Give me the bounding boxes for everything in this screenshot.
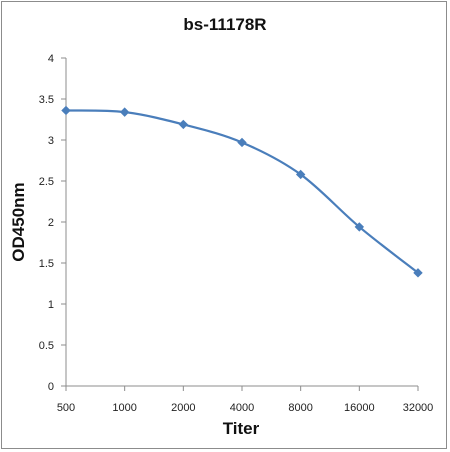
y-tick-label: 0.5 xyxy=(39,340,54,352)
x-tick-label: 4000 xyxy=(230,402,254,414)
x-tick-label: 500 xyxy=(57,402,75,414)
axes xyxy=(65,58,418,387)
x-tick-label: 16000 xyxy=(344,402,375,414)
x-tick-label: 2000 xyxy=(171,402,195,414)
y-tick-label: 1.5 xyxy=(39,258,54,270)
y-tick-label: 3 xyxy=(48,135,54,147)
data-point-marker xyxy=(413,268,423,278)
x-tick-label: 32000 xyxy=(403,402,434,414)
chart-title: bs-11178R xyxy=(183,15,266,34)
data-point-marker xyxy=(178,119,189,130)
y-tick-label: 1 xyxy=(48,299,54,311)
y-axis-title: OD450nm xyxy=(9,182,28,261)
x-axis-ticks: 500 1000 2000 4000 8000 16000 32000 xyxy=(57,386,433,414)
series-layer xyxy=(61,105,423,278)
y-tick-label: 2 xyxy=(48,217,54,229)
x-tick-label: 1000 xyxy=(112,402,136,414)
y-tick-label: 2.5 xyxy=(39,176,54,188)
data-point-marker xyxy=(119,107,130,117)
data-point-marker xyxy=(237,137,247,148)
y-tick-label: 3.5 xyxy=(39,94,54,106)
data-point-marker xyxy=(61,105,71,116)
x-axis-title: Titer xyxy=(223,419,260,438)
data-point-marker xyxy=(354,222,365,232)
y-axis-ticks: 0 0.5 1 1.5 2 2.5 3 3.5 4 xyxy=(39,53,66,393)
series-line xyxy=(65,109,419,274)
data-point-marker xyxy=(295,169,306,180)
x-tick-label: 8000 xyxy=(288,402,312,414)
y-tick-label: 4 xyxy=(48,53,54,65)
y-tick-label: 0 xyxy=(48,381,54,393)
